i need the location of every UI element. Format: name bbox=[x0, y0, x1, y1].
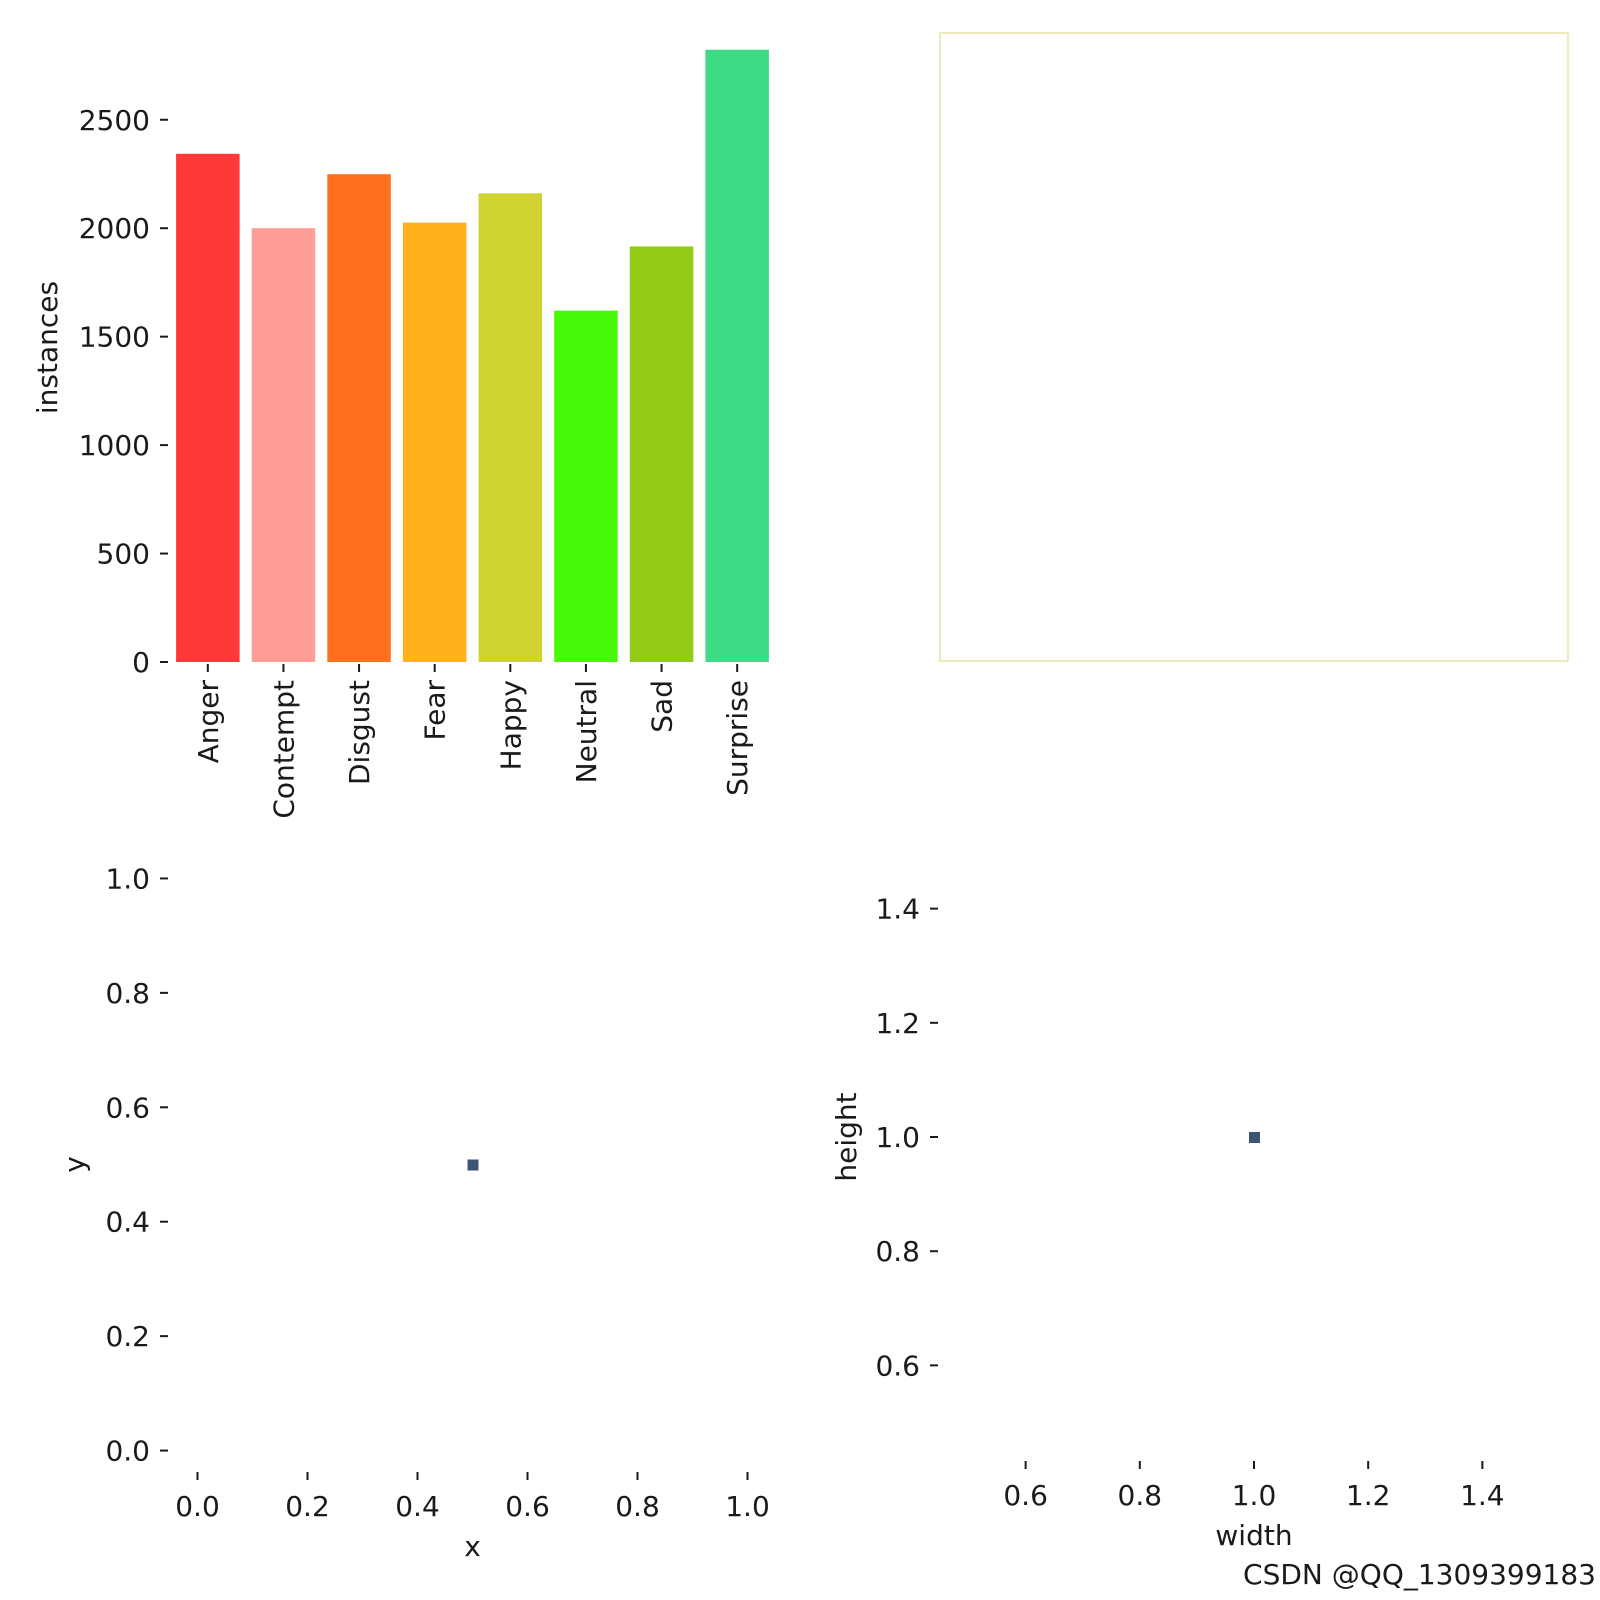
bar-fear bbox=[402, 222, 467, 662]
x-tick-label: Anger bbox=[192, 680, 225, 764]
y-axis-label: y bbox=[58, 1156, 91, 1173]
y-tick-label: 0.6 bbox=[105, 1091, 150, 1124]
bar-disgust bbox=[327, 174, 391, 662]
x-tick-label: 0.6 bbox=[1003, 1479, 1048, 1512]
x-tick-label: Happy bbox=[494, 680, 527, 770]
x-tick-label: Surprise bbox=[721, 680, 754, 796]
y-tick-label: 2000 bbox=[79, 212, 150, 245]
x-tick-label: 0.8 bbox=[1118, 1479, 1163, 1512]
bar-surprise bbox=[705, 49, 769, 662]
x-tick-label: 1.0 bbox=[725, 1490, 770, 1523]
y-tick-label: 0.4 bbox=[105, 1206, 150, 1239]
x-tick-label: 1.2 bbox=[1346, 1479, 1391, 1512]
bar-sad bbox=[629, 246, 694, 662]
x-axis-label: x bbox=[464, 1530, 481, 1563]
empty-axes-frame bbox=[939, 32, 1569, 662]
bar-contempt bbox=[251, 228, 316, 662]
x-tick-label: Disgust bbox=[343, 680, 376, 785]
y-tick-label: 2500 bbox=[79, 104, 150, 137]
y-tick-label: 500 bbox=[97, 538, 150, 571]
x-tick-label: 1.0 bbox=[1232, 1479, 1277, 1512]
scatter-point bbox=[1249, 1132, 1260, 1143]
y-tick-label: 0.6 bbox=[875, 1349, 920, 1382]
bar-chart-panel: Anger Contempt Disgust Fear Happy Neutral Sad S… bbox=[31, 49, 769, 819]
bar-anger bbox=[176, 153, 240, 663]
x-tick-label: Neutral bbox=[570, 680, 603, 783]
y-tick-label: 0.8 bbox=[105, 977, 150, 1010]
x-tick-label: Contempt bbox=[267, 680, 300, 819]
y-axis-label: instances bbox=[31, 281, 64, 414]
y-tick-label: 0.2 bbox=[105, 1320, 150, 1353]
y-axis-label: height bbox=[830, 1092, 863, 1181]
x-tick-label: Sad bbox=[646, 680, 679, 733]
xy-scatter-panel: 0.0 0.2 0.4 0.6 0.8 1.0 0.0 0.2 0.4 0.6 0.8 1.0 x y bbox=[58, 862, 770, 1563]
x-tick-label: Fear bbox=[419, 680, 452, 741]
y-tick-label: 1.2 bbox=[875, 1007, 920, 1040]
x-tick-label: 0.8 bbox=[615, 1490, 660, 1523]
y-tick-label: 0 bbox=[132, 646, 150, 679]
y-tick-label: 1500 bbox=[79, 321, 150, 354]
y-tick-label: 1.0 bbox=[875, 1121, 920, 1154]
y-tick-label: 1000 bbox=[79, 429, 150, 462]
width-height-scatter-panel: 0.6 0.8 1.0 1.2 1.4 0.6 0.8 1.0 1.2 1.4 width heigh… bbox=[830, 893, 1505, 1552]
y-tick-label: 1.0 bbox=[105, 862, 150, 895]
watermark: CSDN @QQ_1309399183 bbox=[1243, 1558, 1596, 1591]
bar-happy bbox=[478, 193, 543, 663]
scatter-point bbox=[467, 1159, 479, 1171]
x-axis-label: width bbox=[1215, 1519, 1292, 1552]
bar-neutral bbox=[554, 310, 618, 662]
x-tick-label: 0.6 bbox=[505, 1490, 550, 1523]
x-tick-label: 1.4 bbox=[1460, 1479, 1505, 1512]
y-tick-label: 0.0 bbox=[105, 1435, 150, 1468]
y-tick-label: 0.8 bbox=[875, 1235, 920, 1268]
x-tick-label: 0.4 bbox=[395, 1490, 440, 1523]
y-tick-label: 1.4 bbox=[875, 893, 920, 926]
empty-panel bbox=[939, 32, 1569, 662]
x-tick-label: 0.0 bbox=[175, 1490, 220, 1523]
x-tick-label: 0.2 bbox=[285, 1490, 330, 1523]
